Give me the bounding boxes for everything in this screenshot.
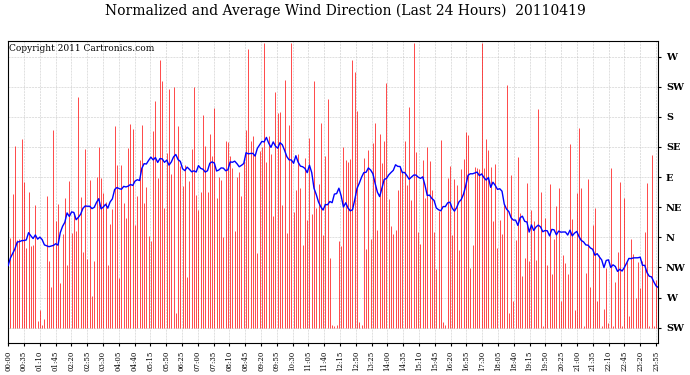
Text: Copyright 2011 Cartronics.com: Copyright 2011 Cartronics.com bbox=[10, 45, 155, 54]
Text: Normalized and Average Wind Direction (Last 24 Hours)  20110419: Normalized and Average Wind Direction (L… bbox=[105, 4, 585, 18]
